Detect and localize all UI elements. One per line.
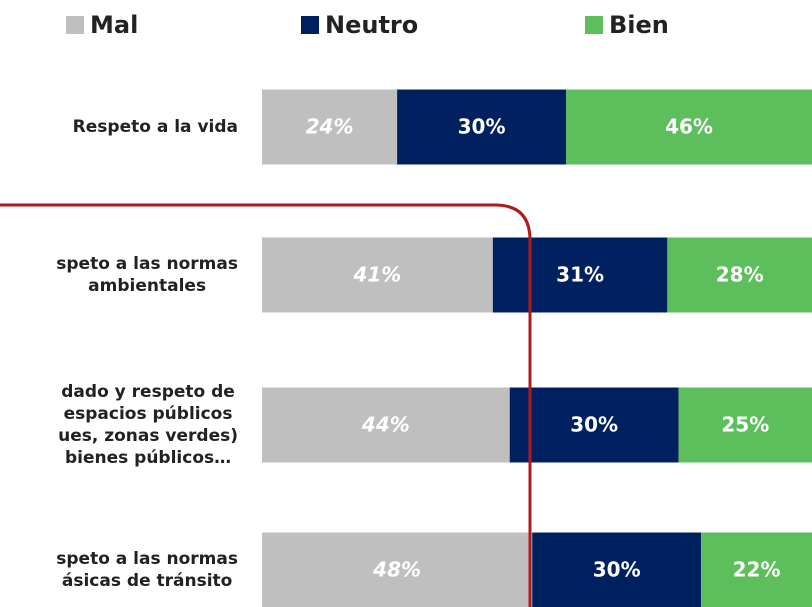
value-label: 30% xyxy=(593,558,641,582)
value-label: 44% xyxy=(361,413,410,437)
value-label: 41% xyxy=(352,263,401,287)
bar-segment xyxy=(566,89,812,165)
highlight-outline xyxy=(0,203,532,607)
bar-segment xyxy=(701,532,812,607)
bar-segment xyxy=(678,387,812,463)
legend-label: Mal xyxy=(90,11,138,39)
bar-segment xyxy=(397,89,567,165)
value-label: 25% xyxy=(721,413,769,437)
bar-segment xyxy=(262,532,533,607)
value-label: 30% xyxy=(570,413,618,437)
bar-segment xyxy=(262,237,493,313)
value-label: 48% xyxy=(372,558,421,582)
category-label: speto a las normas ásicas de tránsito xyxy=(56,549,238,591)
bar-segment xyxy=(532,532,702,607)
bar-segment xyxy=(492,237,668,313)
bar-segment xyxy=(667,237,812,313)
legend-swatch xyxy=(585,16,603,34)
legend-label: Bien xyxy=(609,11,669,39)
bar-segment xyxy=(262,387,510,463)
value-label: 31% xyxy=(556,263,604,287)
value-label: 46% xyxy=(665,115,713,139)
bar-segment xyxy=(262,89,398,165)
category-label: dado y respeto de espacios públicos ues,… xyxy=(58,382,238,468)
value-label: 30% xyxy=(458,115,506,139)
category-label: speto a las normas ambientales xyxy=(56,254,238,296)
value-label: 28% xyxy=(716,263,764,287)
bar-segment xyxy=(509,387,679,463)
legend-swatch xyxy=(301,16,319,34)
value-label: 24% xyxy=(306,115,354,139)
legend-label: Neutro xyxy=(325,11,418,39)
category-label: Respeto a la vida xyxy=(72,117,238,137)
value-label: 22% xyxy=(733,558,781,582)
legend-swatch xyxy=(66,16,84,34)
